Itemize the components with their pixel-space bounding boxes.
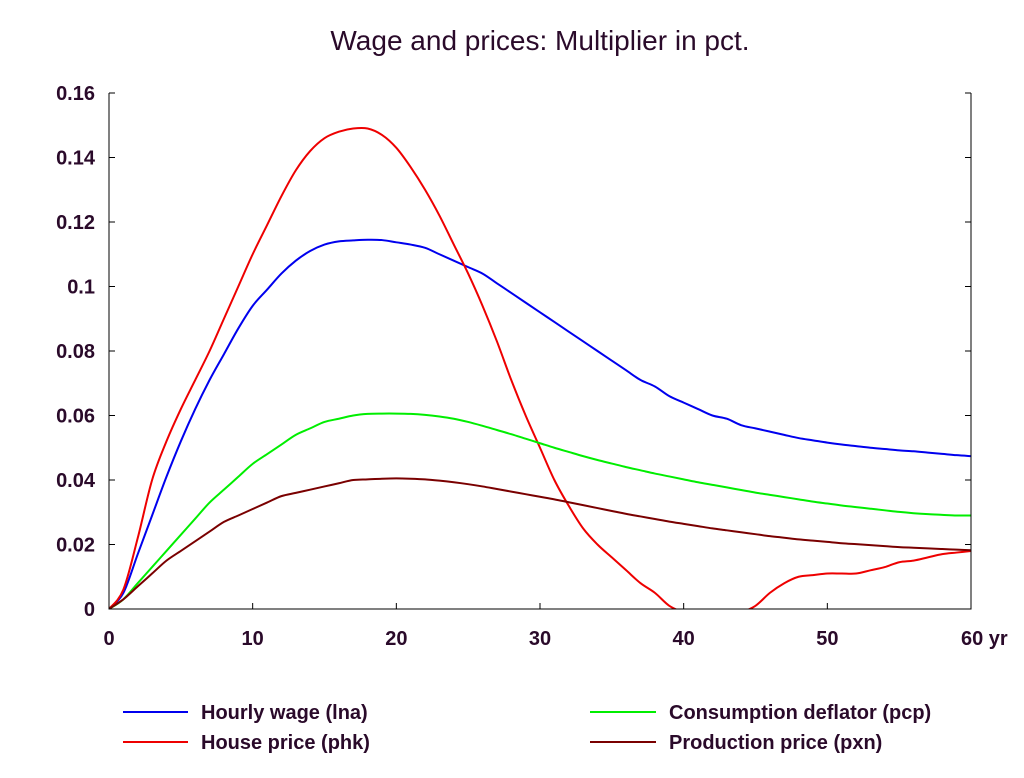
x-tick-label: 20	[385, 628, 407, 650]
y-tick-label: 0.02	[56, 535, 95, 557]
y-tick-label: 0.04	[56, 470, 96, 492]
legend: Hourly wage (lna) Consumption deflator (p…	[123, 702, 931, 754]
y-tick-label: 0.16	[56, 83, 95, 105]
x-tick-label: 0	[103, 628, 114, 650]
series-line-hourly-wage-lna	[109, 238, 971, 609]
legend-label-house-price-phk: House price (phk)	[201, 732, 370, 754]
x-tick-label: 30	[529, 628, 551, 650]
x-tick-label: 10	[242, 628, 264, 650]
plot-lines	[109, 126, 971, 609]
y-tick-label: 0.06	[56, 406, 95, 428]
x-tick-label: 50	[816, 628, 838, 650]
y-tick-label: 0	[84, 599, 95, 621]
y-tick-label: 0.1	[67, 277, 95, 299]
legend-label-production-price-pxn: Production price (pxn)	[669, 732, 882, 754]
y-tick-label: 0.12	[56, 212, 95, 234]
y-tick-label: 0.08	[56, 341, 95, 363]
series-line-consumption-deflator-pcp	[109, 412, 971, 609]
legend-label-hourly-wage-lna: Hourly wage (lna)	[201, 702, 368, 724]
legend-label-consumption-deflator-pcp: Consumption deflator (pcp)	[669, 702, 931, 724]
axes: 0 0.02 0.04 0.06 0.08 0.1 0.12 0.14 0.16 0 10 20 30 4…	[56, 83, 1008, 650]
series-line-production-price-pxn	[109, 477, 971, 609]
series-line-house-price-phk	[109, 126, 971, 609]
y-tick-label: 0.14	[56, 148, 96, 170]
x-tick-label: 60 yr	[961, 628, 1008, 650]
chart-title: Wage and prices: Multiplier in pct.	[330, 25, 749, 56]
x-tick-label: 40	[673, 628, 695, 650]
axis-frame	[108, 93, 972, 610]
